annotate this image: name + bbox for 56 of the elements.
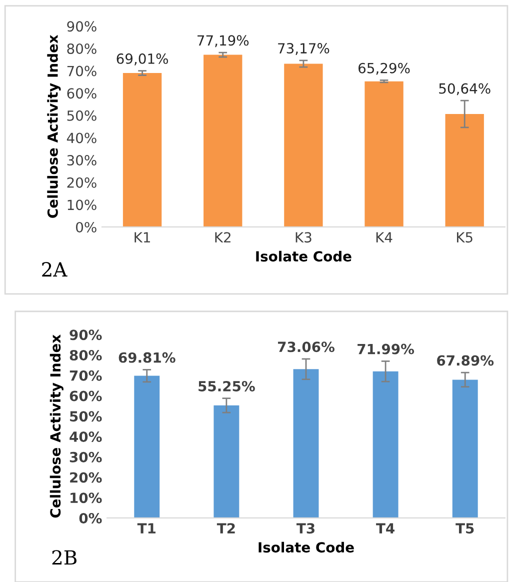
y-tick-label: 80% (67, 43, 96, 54)
x-axis-title: Isolate Code (256, 250, 352, 262)
y-axis-title: Cellulose Activity Index (50, 334, 64, 518)
y-tick-label: 0% (76, 222, 96, 232)
bar (452, 380, 478, 518)
y-tick-label: 60% (67, 88, 96, 99)
data-label: 55.25% (198, 380, 255, 392)
text: 2A (42, 262, 68, 276)
y-tick-label: 60% (70, 390, 102, 402)
bar (204, 54, 242, 227)
y-tick-label: 10% (68, 200, 96, 210)
bar (364, 81, 404, 227)
x-tick-label: T2 (216, 523, 235, 534)
bar (293, 369, 319, 518)
y-axis-title: Cellulose Activity Index (47, 34, 61, 218)
data-label: 50,64% (439, 83, 490, 96)
data-label: 71.99% (358, 344, 414, 354)
data-label: 73.06% (278, 342, 334, 352)
y-tick-label: 30% (70, 452, 102, 462)
y-tick-label: 30% (67, 155, 96, 166)
data-label: 67.89% (437, 355, 494, 366)
data-label: 65,29% (358, 62, 410, 75)
y-tick-label: 80% (70, 350, 102, 360)
y-tick-label: 20% (67, 177, 96, 188)
data-label: 73,17% (278, 43, 330, 55)
bar (284, 64, 323, 227)
y-tick-label: 10% (70, 492, 102, 504)
y-tick-label: 50% (67, 110, 96, 121)
bar (214, 405, 240, 518)
bar (122, 73, 162, 227)
x-tick-label: K2 (215, 232, 230, 242)
data-label: 77,19% (198, 35, 249, 48)
x-axis-title: Isolate Code (258, 542, 354, 553)
x-tick-label: K1 (134, 232, 150, 242)
bar (445, 114, 484, 227)
y-tick-label: 90% (67, 21, 96, 32)
x-tick-label: T1 (137, 523, 156, 534)
x-tick-label: T5 (456, 523, 474, 534)
x-tick-label: T3 (296, 523, 314, 534)
data-label: 69.81% (118, 352, 176, 363)
y-tick-label: 70% (67, 66, 96, 76)
y-tick-label: 40% (66, 132, 96, 144)
y-tick-label: 90% (70, 330, 102, 340)
y-tick-label: 40% (70, 431, 102, 442)
bar (134, 376, 160, 518)
text: 2B (52, 550, 76, 565)
x-tick-label: T4 (376, 523, 394, 534)
x-tick-label: K3 (296, 232, 312, 243)
y-tick-label: 0% (79, 512, 102, 524)
bar (372, 371, 398, 518)
x-tick-label: K4 (376, 232, 392, 242)
y-tick-label: 70% (70, 370, 102, 381)
data-label: 69,01% (116, 53, 168, 66)
x-tick-label: K5 (457, 232, 472, 243)
y-tick-label: 50% (70, 411, 102, 422)
y-tick-label: 20% (70, 472, 102, 483)
